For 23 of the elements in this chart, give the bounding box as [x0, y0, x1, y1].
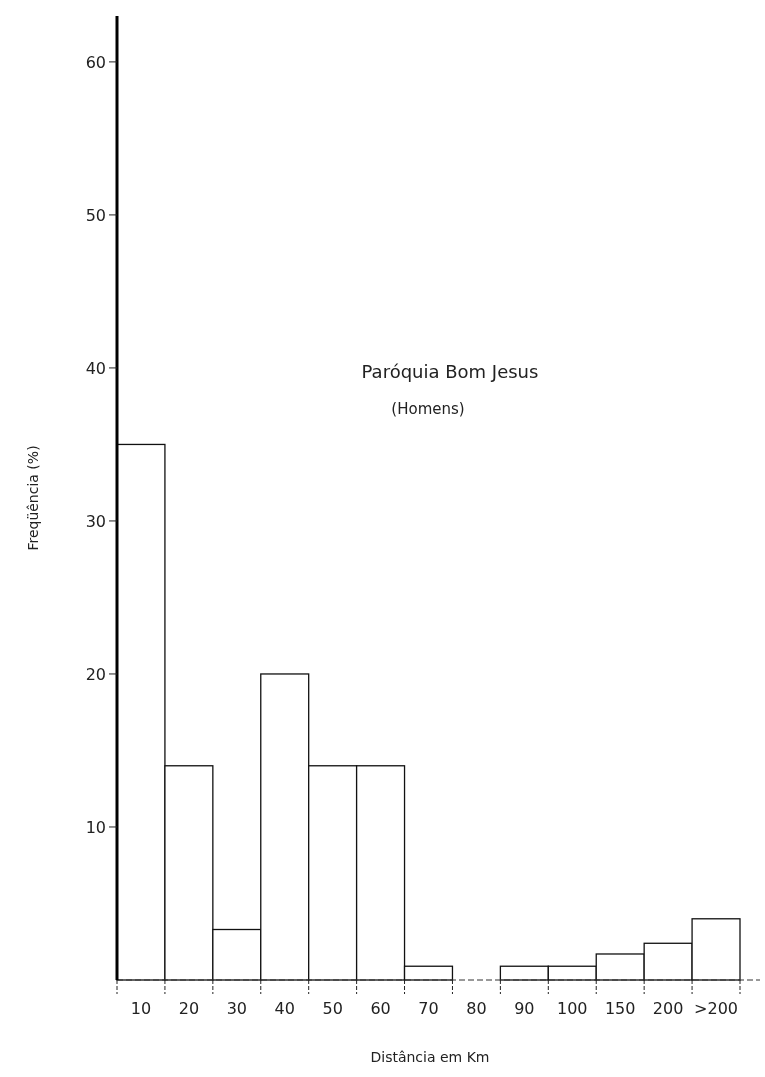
text: Paróquia Bom Jesus [361, 361, 539, 382]
text: (Homens) [391, 400, 465, 418]
x-tick-label: 20 [178, 999, 200, 1018]
x-tick-label: >200 [694, 999, 739, 1018]
x-tick-label: 100 [557, 999, 588, 1018]
x-tick-label: 50 [322, 999, 343, 1018]
x-tick-label: 10 [130, 999, 152, 1018]
y-tick-label: 10 [85, 817, 106, 837]
x-tick-label: 40 [274, 999, 295, 1018]
y-tick-label: 60 [85, 52, 106, 72]
x-tick-label: 80 [466, 999, 487, 1018]
x-tick-label: 60 [370, 999, 391, 1018]
x-axis-title: Distância em Km [370, 1049, 490, 1065]
x-tick-label: 150 [604, 999, 636, 1018]
y-tick-label: 50 [85, 205, 106, 225]
x-tick-label: 200 [652, 999, 684, 1018]
x-tick-label: 30 [226, 999, 247, 1018]
x-tick-label: 70 [418, 999, 439, 1018]
y-tick-label: 40 [85, 358, 106, 378]
y-tick-label: 30 [85, 511, 106, 531]
y-tick-label: 20 [85, 664, 106, 684]
x-tick-label: 90 [514, 999, 535, 1018]
y-axis-title: Freqüência (%) [25, 445, 41, 551]
